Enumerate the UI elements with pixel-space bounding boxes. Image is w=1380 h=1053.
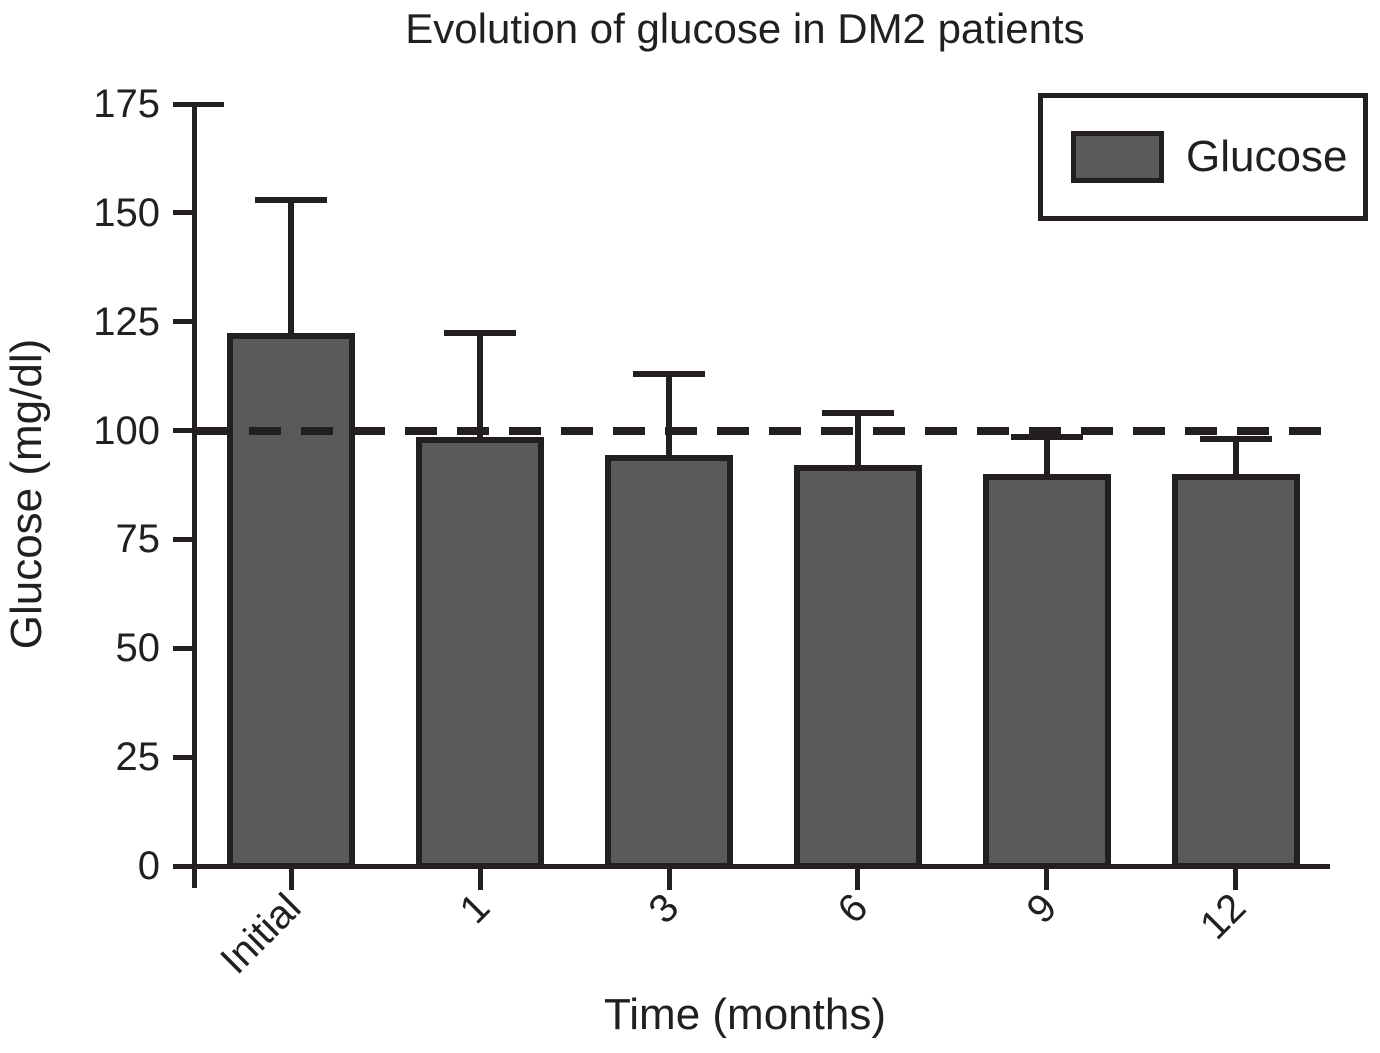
error-bar-stem [1232,439,1239,479]
y-tick-label: 100 [93,408,160,453]
error-bar-stem [666,373,673,459]
y-tick-label: 175 [93,82,160,126]
x-axis-label: Time (months) [604,990,886,1039]
y-axis-line [192,102,197,888]
x-axis-line [192,864,1330,869]
y-tick-label: 50 [115,626,161,671]
chart-title: Evolution of glucose in DM2 patients [405,5,1085,52]
bar-initial [227,332,356,869]
y-tick-label: 0 [137,844,160,888]
legend: Glucose [1038,93,1368,221]
y-tick [173,863,197,869]
error-bar-stem [288,199,295,337]
x-tick [855,866,861,890]
x-tick [666,866,672,890]
legend-swatch-glucose [1071,131,1164,183]
y-tick [173,645,197,651]
bar-3 [605,454,734,869]
y-tick [173,210,197,216]
y-tick-label: 125 [93,299,160,344]
x-tick [1233,866,1239,890]
reference-line-100 [197,426,1330,435]
bar-12 [1171,474,1300,869]
error-bar-cap [633,370,706,377]
error-bar-cap [1199,436,1272,443]
x-tick-label: 12 [1191,885,1254,948]
y-tick-label: 150 [93,190,160,235]
y-tick [173,754,197,760]
bar-1 [416,437,545,869]
x-tick [1044,866,1050,890]
error-bar-cap [255,196,328,203]
error-bar-stem [477,332,484,442]
error-bar-stem [854,413,861,470]
y-tick [173,101,197,107]
error-bar-cap [821,410,894,417]
x-tick [477,866,483,890]
x-tick [288,866,294,890]
bar-9 [982,474,1111,869]
y-tick-label: 25 [115,735,161,780]
bar-6 [793,465,922,869]
x-tick-label: Initial [212,885,310,983]
y-tick [173,428,197,434]
y-tick [173,319,197,325]
y-tick-top-right [197,101,224,107]
error-bar-stem [1043,437,1050,479]
y-tick [173,536,197,542]
legend-label-glucose: Glucose [1186,132,1348,181]
error-bar-cap [444,329,517,336]
y-axis-label: Glucose (mg/dl) [2,338,51,650]
y-tick-label: 75 [115,517,161,562]
error-bar-cap [1010,434,1083,441]
